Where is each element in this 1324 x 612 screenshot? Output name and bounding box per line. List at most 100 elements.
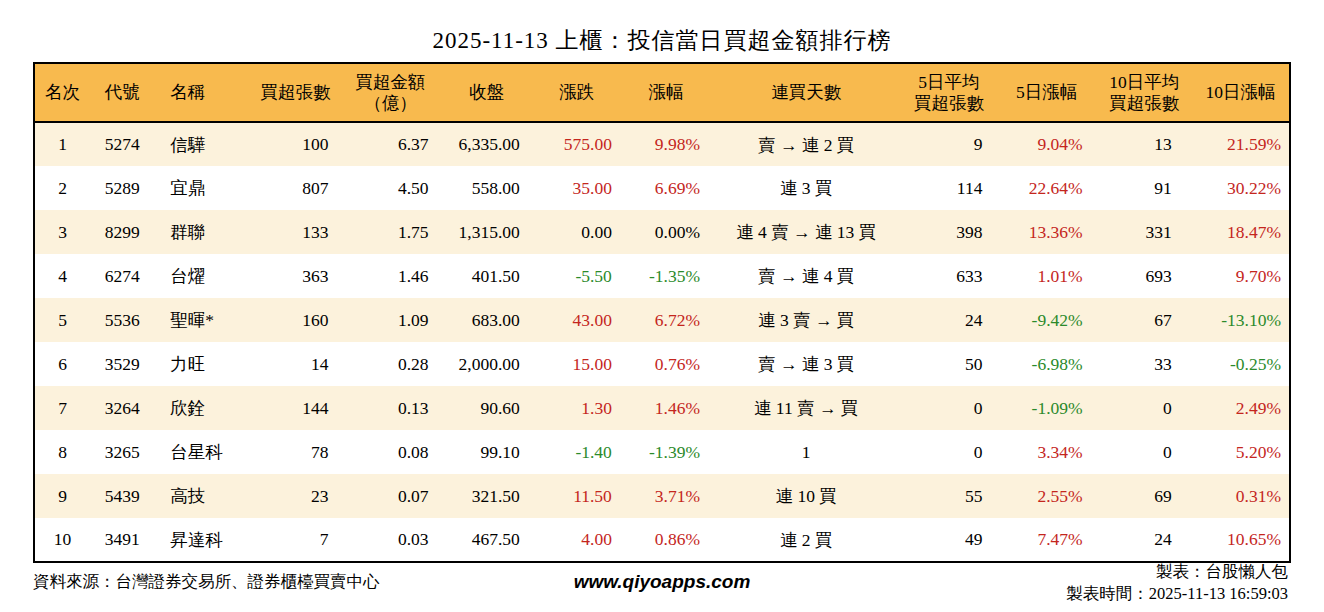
table-row: 46274台燿3631.46401.50-5.50-1.35%賣 → 連 4 買… — [34, 254, 1290, 298]
ranking-table: 名次代號名稱買超張數買超金額（億）收盤漲跌漲幅連買天數5日平均買超張數5日漲幅1… — [33, 62, 1291, 563]
cell-code: 3491 — [90, 518, 154, 562]
cell-rank: 9 — [34, 474, 90, 518]
cell-code: 3265 — [90, 430, 154, 474]
column-header-code: 代號 — [90, 63, 154, 122]
cell-volume: 14 — [250, 342, 340, 386]
cell-name: 信驊 — [154, 122, 250, 166]
cell-consecutive: 連 2 買 — [711, 518, 901, 562]
cell-close: 6,335.00 — [441, 122, 533, 166]
cell-chg5: 9.04% — [996, 122, 1096, 166]
cell-chg5: -6.98% — [996, 342, 1096, 386]
cell-amount: 0.07 — [340, 474, 440, 518]
cell-volume: 144 — [250, 386, 340, 430]
cell-close: 683.00 — [441, 298, 533, 342]
cell-close: 90.60 — [441, 386, 533, 430]
cell-name: 高技 — [154, 474, 250, 518]
column-header-name: 名稱 — [154, 63, 250, 122]
cell-volume: 78 — [250, 430, 340, 474]
cell-change: 43.00 — [533, 298, 621, 342]
cell-code: 5536 — [90, 298, 154, 342]
cell-close: 467.50 — [441, 518, 533, 562]
cell-change: 0.00 — [533, 210, 621, 254]
column-header-amount: 買超金額（億） — [340, 63, 440, 122]
cell-consecutive: 連 11 賣 → 買 — [711, 386, 901, 430]
cell-change: 4.00 — [533, 518, 621, 562]
cell-rank: 7 — [34, 386, 90, 430]
cell-change_pct: 3.71% — [621, 474, 711, 518]
cell-amount: 1.09 — [340, 298, 440, 342]
cell-amount: 1.46 — [340, 254, 440, 298]
cell-avg5: 114 — [901, 166, 996, 210]
cell-volume: 807 — [250, 166, 340, 210]
cell-change_pct: 0.86% — [621, 518, 711, 562]
cell-chg5: 13.36% — [996, 210, 1096, 254]
cell-avg5: 0 — [901, 430, 996, 474]
table-row: 83265台星科780.0899.10-1.40-1.39%103.34%05.… — [34, 430, 1290, 474]
cell-close: 558.00 — [441, 166, 533, 210]
cell-volume: 100 — [250, 122, 340, 166]
cell-avg5: 55 — [901, 474, 996, 518]
cell-change: 1.30 — [533, 386, 621, 430]
cell-close: 2,000.00 — [441, 342, 533, 386]
cell-amount: 1.75 — [340, 210, 440, 254]
cell-code: 6274 — [90, 254, 154, 298]
column-header-rank: 名次 — [34, 63, 90, 122]
column-header-avg5: 5日平均買超張數 — [901, 63, 996, 122]
column-header-avg10: 10日平均買超張數 — [1097, 63, 1192, 122]
cell-rank: 3 — [34, 210, 90, 254]
cell-consecutive: 連 4 賣 → 連 13 買 — [711, 210, 901, 254]
cell-avg5: 633 — [901, 254, 996, 298]
cell-change: 575.00 — [533, 122, 621, 166]
cell-name: 力旺 — [154, 342, 250, 386]
cell-avg10: 693 — [1097, 254, 1192, 298]
cell-avg10: 67 — [1097, 298, 1192, 342]
cell-change: 35.00 — [533, 166, 621, 210]
cell-consecutive: 連 3 賣 → 買 — [711, 298, 901, 342]
cell-chg10: -0.25% — [1192, 342, 1290, 386]
cell-name: 群聯 — [154, 210, 250, 254]
cell-rank: 2 — [34, 166, 90, 210]
table-row: 103491昇達科70.03467.504.000.86%連 2 買497.47… — [34, 518, 1290, 562]
cell-chg10: 18.47% — [1192, 210, 1290, 254]
cell-volume: 363 — [250, 254, 340, 298]
cell-volume: 23 — [250, 474, 340, 518]
cell-amount: 6.37 — [340, 122, 440, 166]
cell-amount: 4.50 — [340, 166, 440, 210]
cell-avg5: 0 — [901, 386, 996, 430]
cell-change: -5.50 — [533, 254, 621, 298]
column-header-change_pct: 漲幅 — [621, 63, 711, 122]
page-title: 2025-11-13 上櫃：投信當日買超金額排行榜 — [0, 25, 1324, 56]
cell-chg10: 5.20% — [1192, 430, 1290, 474]
table-row: 38299群聯1331.751,315.000.000.00%連 4 賣 → 連… — [34, 210, 1290, 254]
table-row: 15274信驊1006.376,335.00575.009.98%賣 → 連 2… — [34, 122, 1290, 166]
table-row: 55536聖暉*1601.09683.0043.006.72%連 3 賣 → 買… — [34, 298, 1290, 342]
cell-avg10: 33 — [1097, 342, 1192, 386]
cell-rank: 4 — [34, 254, 90, 298]
cell-rank: 8 — [34, 430, 90, 474]
cell-consecutive: 連 10 買 — [711, 474, 901, 518]
table-row: 95439高技230.07321.5011.503.71%連 10 買552.5… — [34, 474, 1290, 518]
column-header-chg10: 10日漲幅 — [1192, 63, 1290, 122]
column-header-close: 收盤 — [441, 63, 533, 122]
cell-avg10: 91 — [1097, 166, 1192, 210]
cell-chg5: 3.34% — [996, 430, 1096, 474]
cell-chg5: 1.01% — [996, 254, 1096, 298]
cell-code: 5289 — [90, 166, 154, 210]
cell-chg10: 10.65% — [1192, 518, 1290, 562]
cell-close: 99.10 — [441, 430, 533, 474]
cell-name: 聖暉* — [154, 298, 250, 342]
cell-amount: 0.08 — [340, 430, 440, 474]
cell-name: 昇達科 — [154, 518, 250, 562]
cell-avg5: 24 — [901, 298, 996, 342]
cell-avg10: 24 — [1097, 518, 1192, 562]
cell-rank: 5 — [34, 298, 90, 342]
cell-avg10: 13 — [1097, 122, 1192, 166]
cell-consecutive: 賣 → 連 2 買 — [711, 122, 901, 166]
cell-avg5: 398 — [901, 210, 996, 254]
cell-chg5: -1.09% — [996, 386, 1096, 430]
cell-rank: 10 — [34, 518, 90, 562]
cell-chg5: -9.42% — [996, 298, 1096, 342]
cell-code: 5439 — [90, 474, 154, 518]
cell-code: 8299 — [90, 210, 154, 254]
cell-change: 11.50 — [533, 474, 621, 518]
